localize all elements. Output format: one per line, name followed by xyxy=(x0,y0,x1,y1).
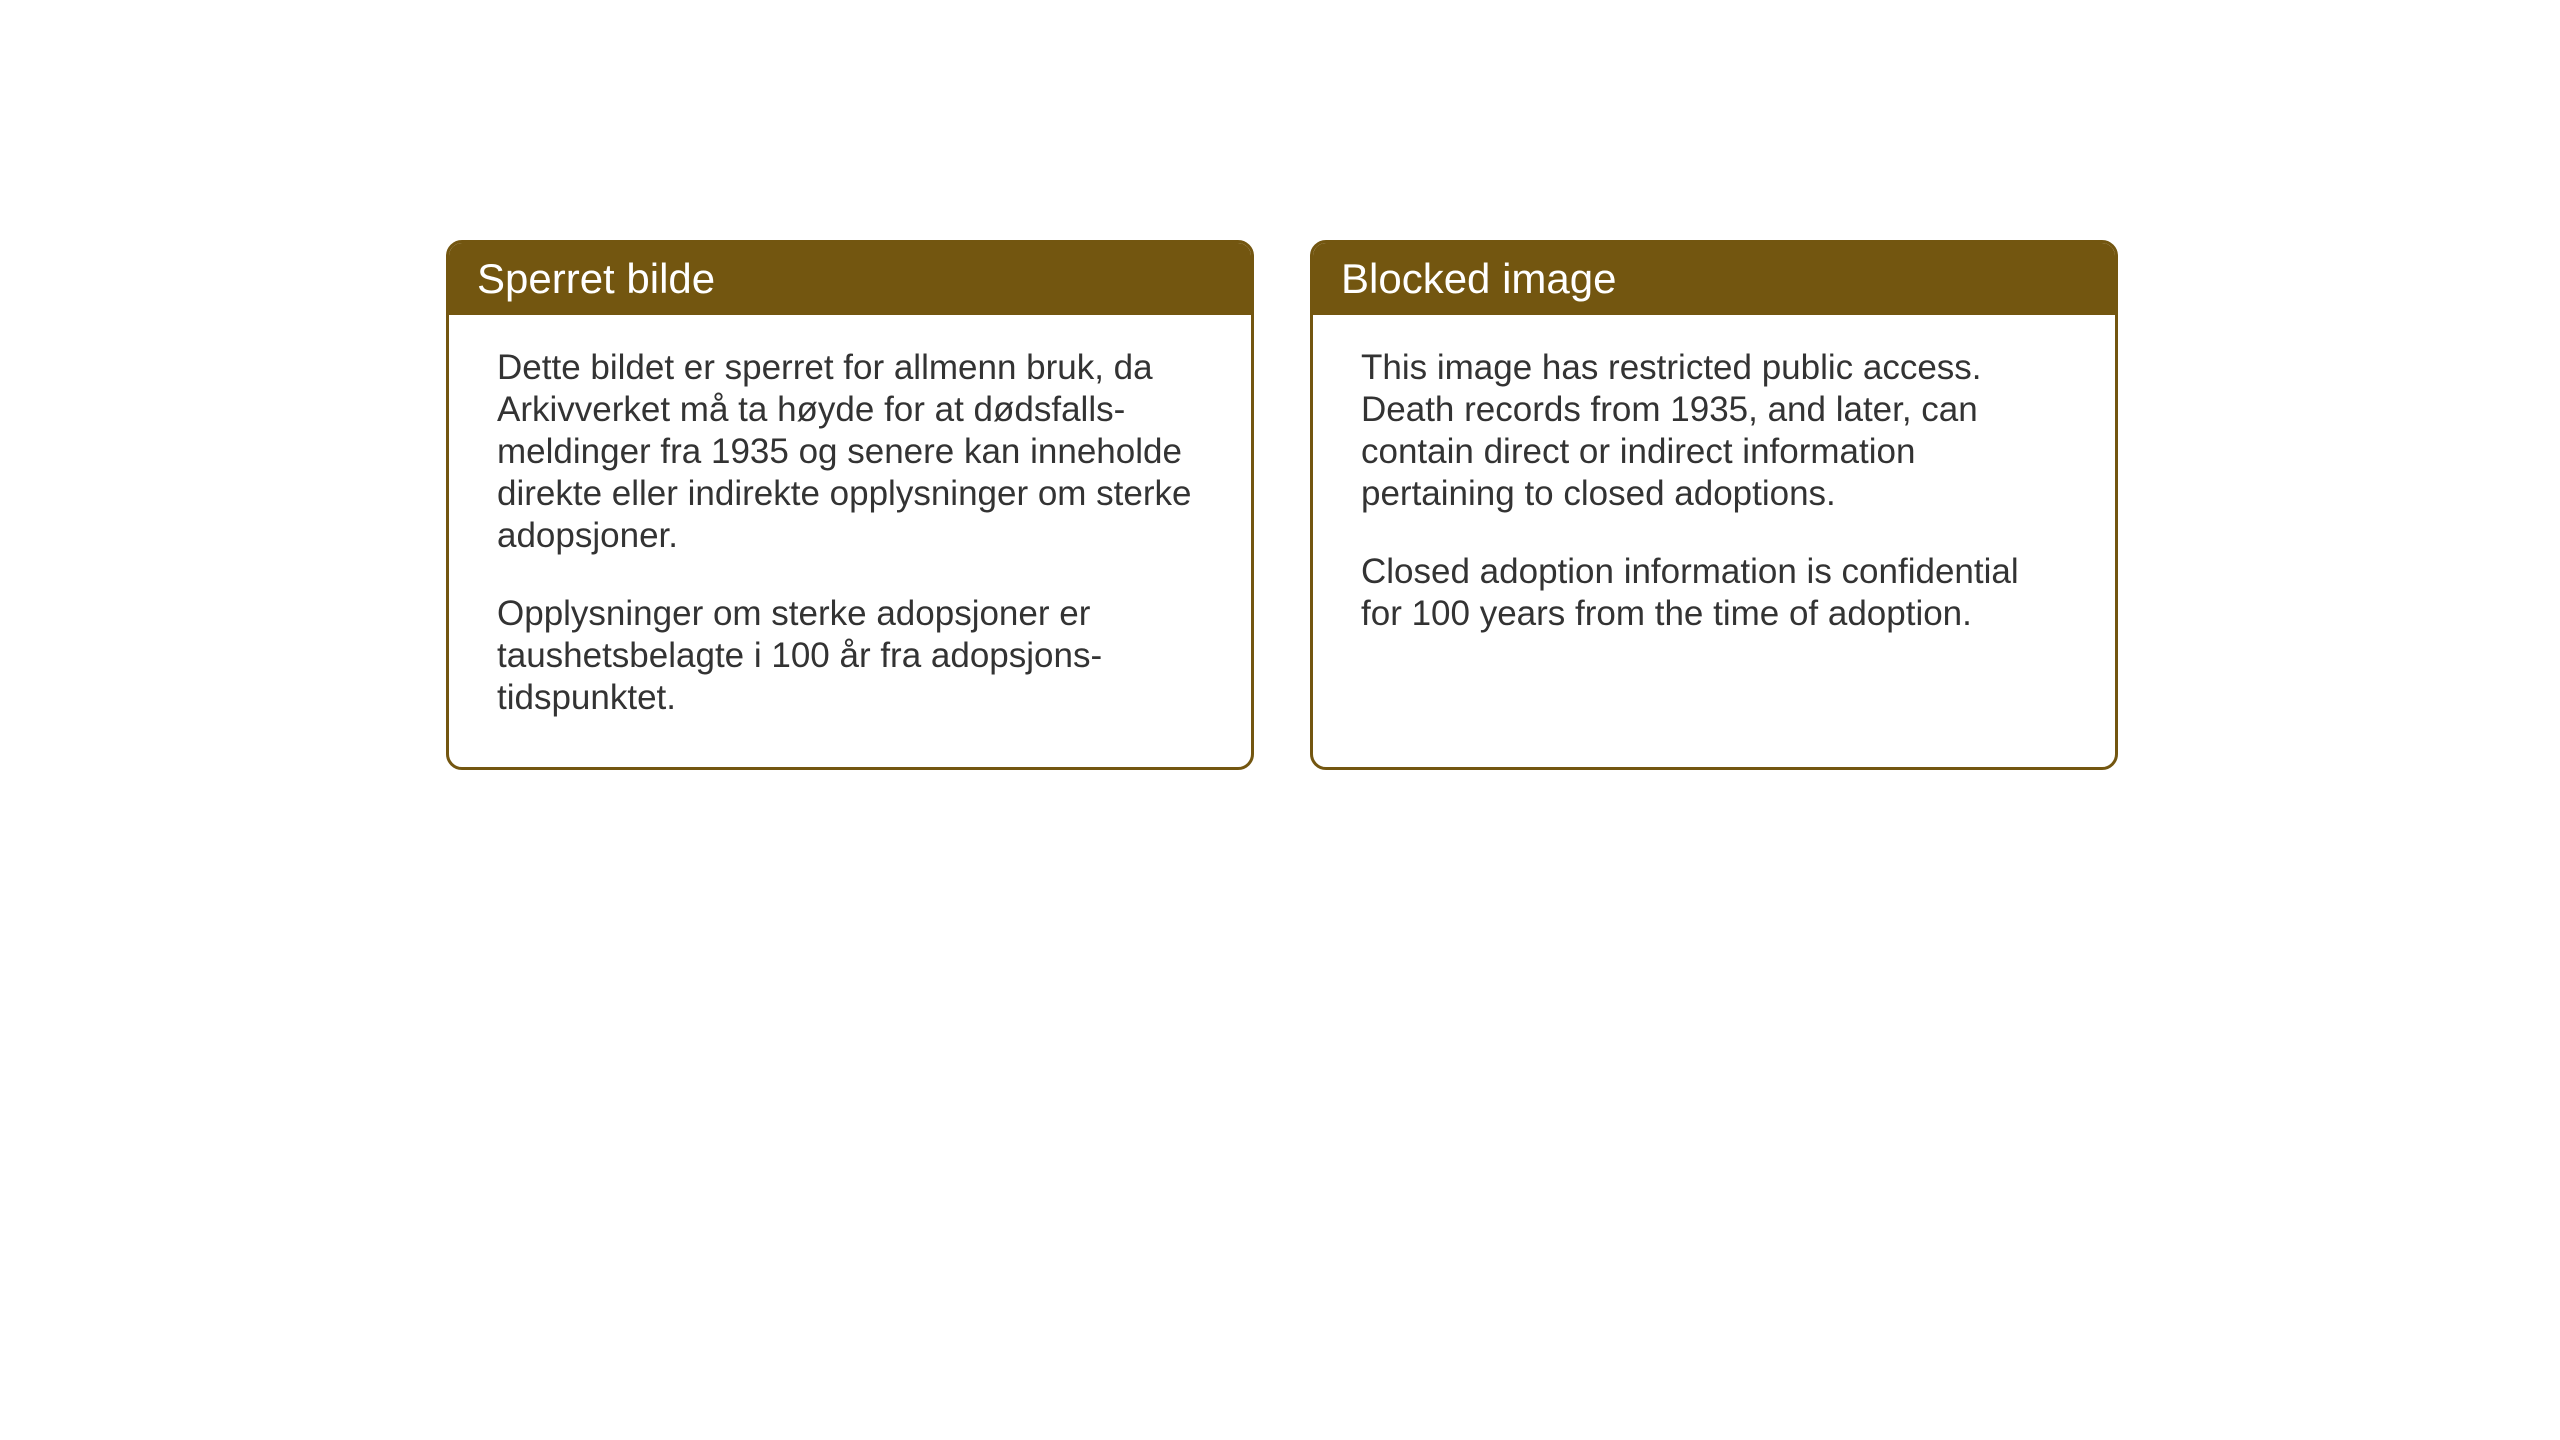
norwegian-card-header: Sperret bilde xyxy=(449,243,1251,315)
english-card-header: Blocked image xyxy=(1313,243,2115,315)
english-card: Blocked image This image has restricted … xyxy=(1310,240,2118,770)
norwegian-paragraph-2: Opplysninger om sterke adopsjoner er tau… xyxy=(497,593,1203,719)
english-paragraph-2: Closed adoption information is confident… xyxy=(1361,551,2067,635)
norwegian-card: Sperret bilde Dette bildet er sperret fo… xyxy=(446,240,1254,770)
english-card-body: This image has restricted public access.… xyxy=(1313,315,2115,683)
norwegian-paragraph-1: Dette bildet er sperret for allmenn bruk… xyxy=(497,347,1203,557)
cards-container: Sperret bilde Dette bildet er sperret fo… xyxy=(446,240,2118,770)
norwegian-card-body: Dette bildet er sperret for allmenn bruk… xyxy=(449,315,1251,767)
english-card-title: Blocked image xyxy=(1341,255,1616,302)
norwegian-card-title: Sperret bilde xyxy=(477,255,715,302)
english-paragraph-1: This image has restricted public access.… xyxy=(1361,347,2067,515)
